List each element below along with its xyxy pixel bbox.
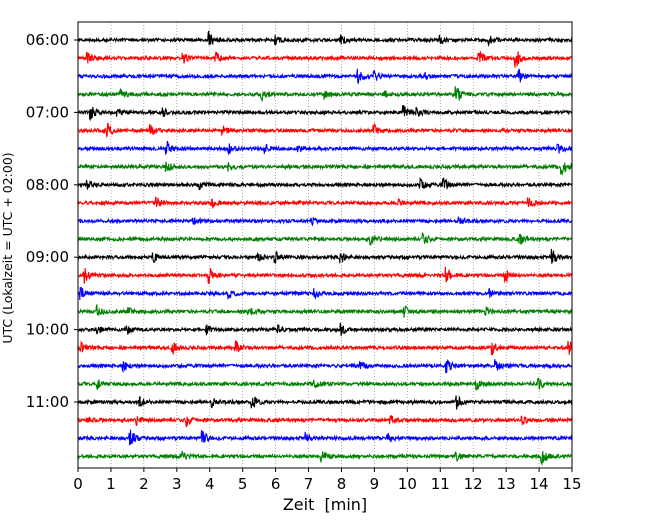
x-tick-label: 13 — [497, 475, 516, 493]
seismogram-trace — [77, 450, 573, 466]
seismogram-trace — [77, 29, 573, 48]
seismogram-trace — [77, 176, 573, 191]
vertical-grid — [110, 22, 540, 468]
x-tick-label: 11 — [431, 475, 450, 493]
seismogram-trace — [77, 68, 573, 85]
seismogram-trace — [77, 415, 573, 428]
x-tick-label: 4 — [205, 475, 215, 493]
plot-frame — [77, 21, 573, 469]
x-axis-ticks: 0 1 2 3 4 5 6 7 8 9 10 11 12 13 14 15 — [73, 468, 582, 493]
x-axis-label: Zeit [min] — [283, 495, 367, 514]
y-tick-label: 11:00 — [26, 393, 69, 411]
traces — [77, 29, 573, 466]
x-tick-label: 15 — [562, 475, 581, 493]
y-tick-label: 07:00 — [26, 103, 69, 121]
seismogram-trace — [77, 122, 573, 139]
seismogram-trace — [77, 105, 573, 122]
seismogram-trace — [77, 140, 573, 156]
x-tick-label: 0 — [73, 475, 83, 493]
x-tick-label: 10 — [398, 475, 417, 493]
seismogram-trace — [77, 248, 573, 264]
seismogram-trace — [77, 266, 573, 284]
y-tick-label: 06:00 — [26, 31, 69, 49]
seismogram-trace — [77, 232, 573, 246]
seismogram-trace — [77, 216, 573, 227]
seismogram-trace — [77, 161, 573, 176]
x-tick-label: 14 — [530, 475, 549, 493]
seismogram-trace — [77, 358, 573, 374]
seismogram-trace — [77, 286, 573, 301]
y-axis-ticks: 06:00 07:00 08:00 09:00 10:00 11:00 — [26, 31, 78, 411]
x-tick-label: 7 — [304, 475, 314, 493]
x-tick-label: 3 — [172, 475, 182, 493]
y-tick-label: 10:00 — [26, 321, 69, 339]
y-axis-label: UTC (Lokalzeit = UTC + 02:00) — [0, 152, 15, 343]
x-tick-label: 6 — [271, 475, 281, 493]
seismogram-trace — [77, 340, 573, 356]
y-tick-label: 08:00 — [26, 176, 69, 194]
x-tick-label: 5 — [238, 475, 248, 493]
seismogram-trace — [77, 86, 573, 103]
x-tick-label: 1 — [106, 475, 116, 493]
seismogram-trace — [77, 377, 573, 391]
seismogram-trace — [77, 50, 573, 68]
x-tick-label: 9 — [370, 475, 380, 493]
seismogram-trace — [77, 395, 573, 410]
x-tick-label: 2 — [139, 475, 149, 493]
seismogram-trace — [77, 196, 573, 210]
x-tick-label: 12 — [464, 475, 483, 493]
seismogram-trace — [77, 322, 573, 336]
seismogram-trace — [77, 303, 573, 318]
y-tick-label: 09:00 — [26, 248, 69, 266]
x-tick-label: 8 — [337, 475, 347, 493]
seismogram-trace — [77, 429, 573, 446]
